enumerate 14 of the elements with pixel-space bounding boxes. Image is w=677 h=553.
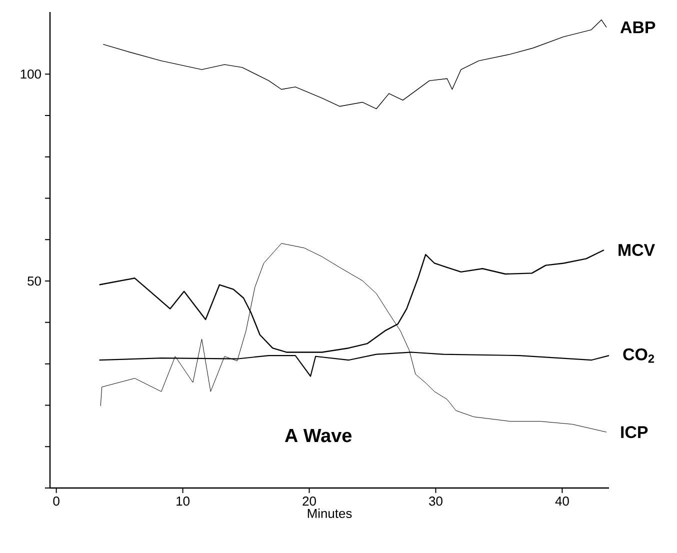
y-tick-label: 50 — [28, 276, 41, 286]
series-label: ICP — [621, 426, 648, 438]
x-axis-title: Minutes — [308, 508, 352, 518]
series-label: CO$_{2}$ — [623, 348, 654, 363]
x-tick-label: 10 — [176, 496, 190, 506]
y-tick-label: 100 — [20, 69, 41, 79]
x-tick-label: 20 — [302, 496, 316, 506]
x-tick-label: 40 — [555, 496, 569, 506]
annotation: A Wave — [284, 429, 352, 442]
series-label: ABP — [620, 21, 656, 34]
series-label: MCV — [618, 244, 655, 256]
x-tick-label: 0 — [53, 496, 60, 506]
line-series — [102, 20, 607, 110]
x-tick-label: 30 — [429, 496, 442, 506]
